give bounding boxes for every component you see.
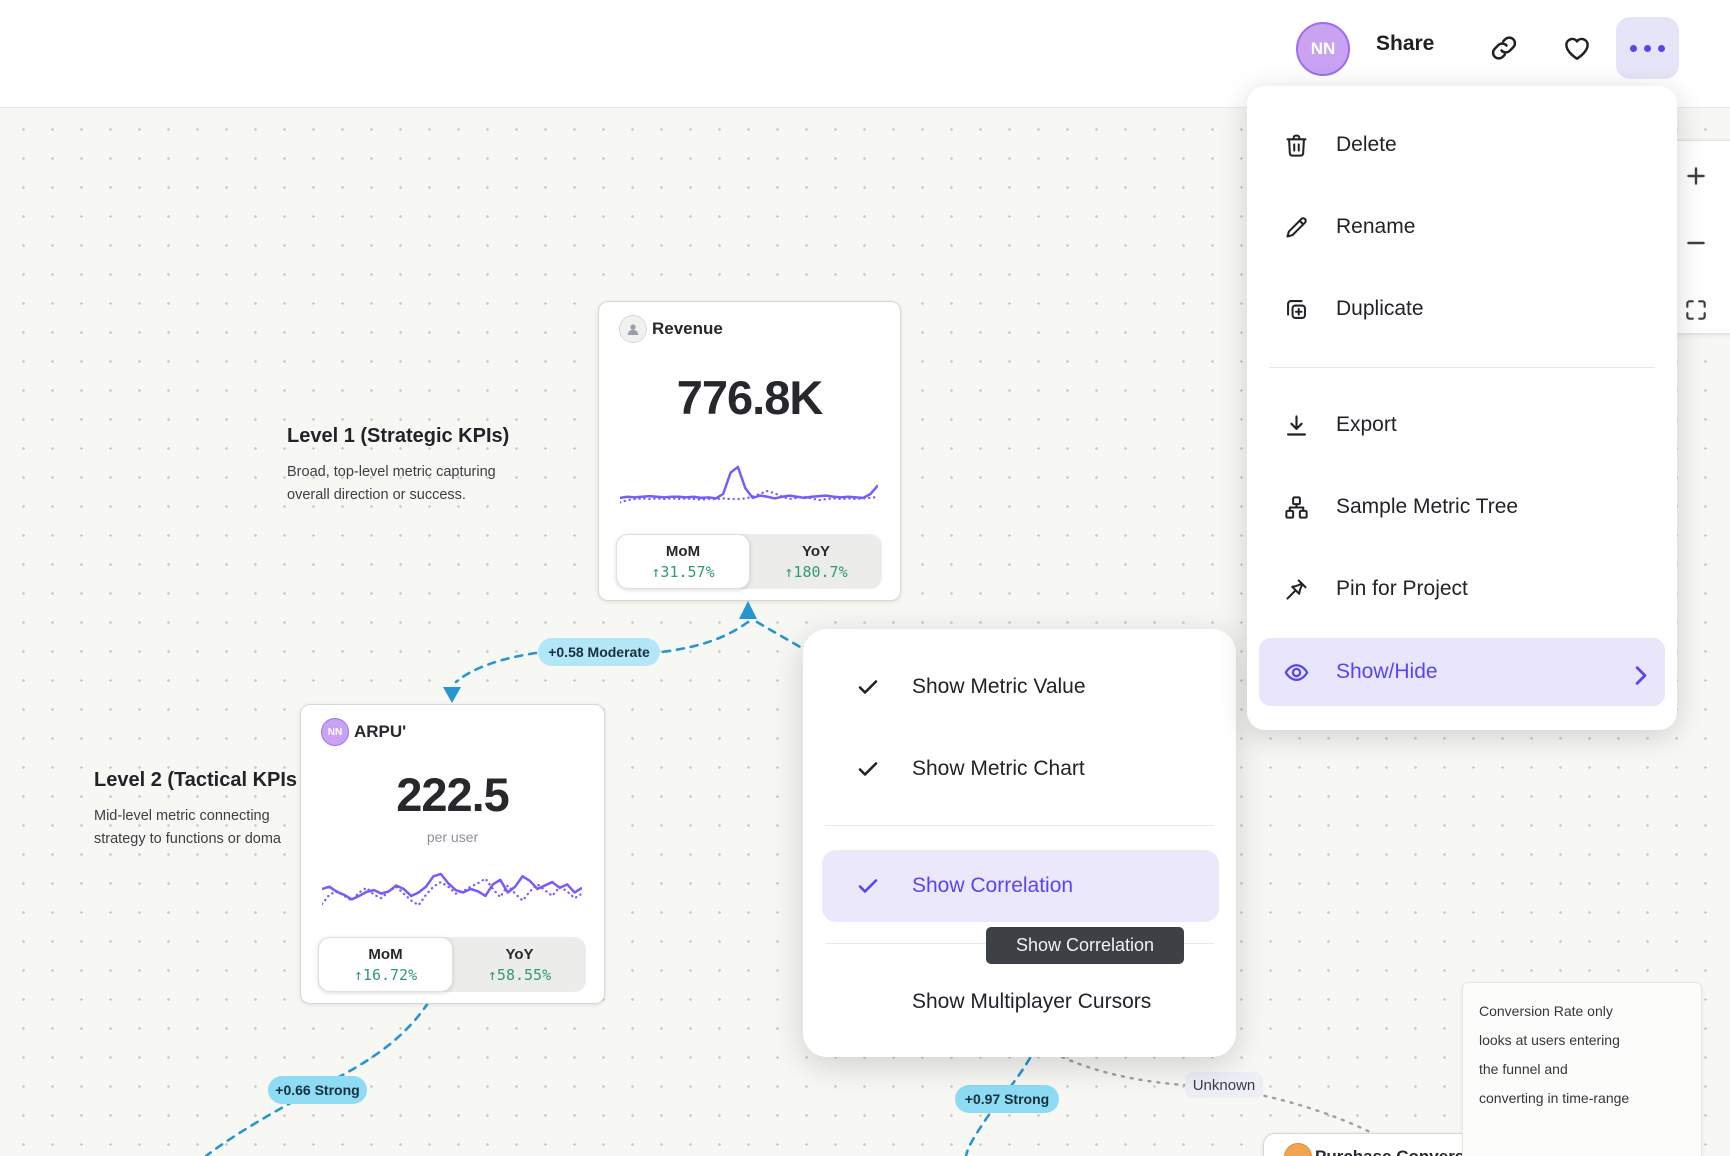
more-options-menu: Delete Rename Duplicate Export Sample M	[1247, 86, 1677, 730]
tab-mom[interactable]: MoM ↑16.72%	[318, 937, 453, 992]
submenu-divider	[825, 825, 1214, 826]
download-icon	[1286, 414, 1307, 436]
note-line: the funnel and	[1479, 1061, 1568, 1077]
submenu-item-show-correlation[interactable]: Show Correlation	[822, 850, 1219, 922]
show-hide-submenu: Show Metric Value Show Metric Chart Show…	[803, 629, 1236, 1057]
tab-mom[interactable]: MoM ↑31.57%	[616, 534, 750, 589]
metric-card-arpu[interactable]: ARPU' NN 222.5 per user MoM ↑16.72% YoY …	[300, 704, 605, 1004]
tab-mom-label: MoM	[368, 945, 403, 963]
share-button[interactable]: Share	[1376, 32, 1435, 55]
eye-icon	[1284, 663, 1309, 681]
correlation-badge-unknown: Unknown	[1185, 1072, 1263, 1098]
favorite-heart-icon[interactable]	[1562, 33, 1592, 63]
tab-yoy-value: ↑180.7%	[784, 562, 848, 581]
check-icon	[856, 675, 880, 699]
show-correlation-tooltip: Show Correlation	[986, 927, 1184, 964]
duplicate-icon	[1287, 299, 1306, 319]
menu-item-label: Rename	[1336, 215, 1416, 238]
metric-value: 222.5	[396, 768, 510, 821]
tab-mom-value: ↑31.57%	[651, 562, 715, 581]
menu-item-rename[interactable]: Rename	[1259, 193, 1665, 261]
owner-avatar	[1284, 1143, 1312, 1156]
tab-mom-value: ↑16.72%	[353, 965, 418, 984]
ellipsis-icon	[1630, 44, 1637, 52]
menu-item-label: Pin for Project	[1336, 577, 1468, 600]
menu-item-sample-metric-tree[interactable]: Sample Metric Tree	[1259, 473, 1665, 541]
correlation-badge-moderate: +0.58 Moderate	[538, 638, 660, 666]
sparkline-chart	[620, 465, 878, 504]
level1-desc-line2: overall direction or success.	[287, 487, 466, 503]
note-line: looks at users entering	[1479, 1032, 1620, 1048]
menu-divider	[1269, 367, 1655, 368]
menu-item-show-hide[interactable]: Show/Hide	[1259, 638, 1665, 706]
submenu-item-label: Show Metric Value	[912, 675, 1086, 698]
menu-item-label: Sample Metric Tree	[1336, 495, 1519, 518]
level2-desc-line1: Mid-level metric connecting	[94, 808, 270, 824]
fit-view-button[interactable]	[1683, 297, 1709, 323]
note-line: converting in time-range	[1479, 1090, 1630, 1106]
tab-mom-label: MoM	[665, 542, 701, 560]
level1-desc-line1: Broad, top-level metric capturing	[287, 464, 496, 480]
menu-item-label: Delete	[1336, 133, 1397, 156]
level1-title: Level 1 (Strategic KPIs)	[287, 425, 510, 447]
tree-icon	[1285, 495, 1308, 519]
pencil-icon	[1286, 216, 1307, 238]
submenu-item-label: Show Metric Chart	[912, 757, 1085, 780]
metric-unit: per user	[426, 829, 479, 845]
tab-yoy[interactable]: YoY ↑180.7%	[750, 534, 882, 589]
chevron-right-icon	[1627, 662, 1647, 685]
menu-item-delete[interactable]: Delete	[1259, 111, 1665, 179]
submenu-item-label: Show Correlation	[912, 874, 1074, 897]
owner-avatar	[619, 315, 647, 343]
card-title: Purchase Conversion R	[1315, 1147, 1540, 1156]
submenu-item-show-metric-value[interactable]: Show Metric Value	[822, 651, 1219, 723]
card-title: ARPU'	[354, 722, 407, 741]
menu-item-label: Show/Hide	[1336, 660, 1438, 683]
correlation-badge-strong-2: +0.97 Strong	[955, 1085, 1059, 1113]
tab-yoy-label: YoY	[505, 945, 534, 963]
check-icon	[856, 874, 880, 898]
submenu-item-show-metric-chart[interactable]: Show Metric Chart	[822, 733, 1219, 805]
menu-item-pin-for-project[interactable]: Pin for Project	[1259, 555, 1665, 623]
user-avatar[interactable]: NN	[1296, 22, 1350, 76]
zoom-in-button[interactable]	[1683, 163, 1709, 189]
note-line: Conversion Rate only	[1479, 1003, 1613, 1019]
submenu-item-label: Show Multiplayer Cursors	[912, 990, 1152, 1013]
tab-yoy-label: YoY	[801, 542, 831, 560]
menu-item-duplicate[interactable]: Duplicate	[1259, 275, 1665, 343]
menu-item-label: Export	[1336, 413, 1397, 436]
card-title: Revenue	[652, 319, 723, 338]
correlation-badge-strong-1: +0.66 Strong	[268, 1076, 367, 1104]
submenu-item-show-multiplayer-cursors[interactable]: Show Multiplayer Cursors	[822, 966, 1219, 1038]
level2-title: Level 2 (Tactical KPIs	[94, 769, 298, 791]
owner-avatar: NN	[321, 718, 349, 746]
level2-desc-line2: strategy to functions or doma	[94, 831, 281, 847]
zoom-out-button[interactable]	[1683, 230, 1709, 256]
tab-yoy[interactable]: YoY ↑58.55%	[453, 937, 586, 992]
copy-link-icon[interactable]	[1489, 33, 1519, 63]
pin-icon	[1286, 578, 1307, 600]
level1-label: Level 1 (Strategic KPIs) Broad, top-leve…	[287, 425, 509, 507]
more-options-button[interactable]	[1616, 17, 1679, 79]
level2-label: Level 2 (Tactical KPIs Mid-level metric …	[94, 769, 297, 851]
sparkline-chart	[322, 872, 582, 907]
canvas-note[interactable]: Conversion Rate only looks at users ente…	[1462, 982, 1702, 1156]
menu-item-label: Duplicate	[1336, 297, 1424, 320]
check-icon	[856, 757, 880, 781]
menu-item-export[interactable]: Export	[1259, 391, 1665, 459]
trash-icon	[1286, 134, 1307, 157]
metric-value: 776.8K	[676, 371, 824, 424]
tab-yoy-value: ↑58.55%	[487, 965, 552, 984]
metric-card-revenue[interactable]: Revenue 776.8K MoM ↑31.57% YoY ↑180.7%	[598, 301, 901, 601]
